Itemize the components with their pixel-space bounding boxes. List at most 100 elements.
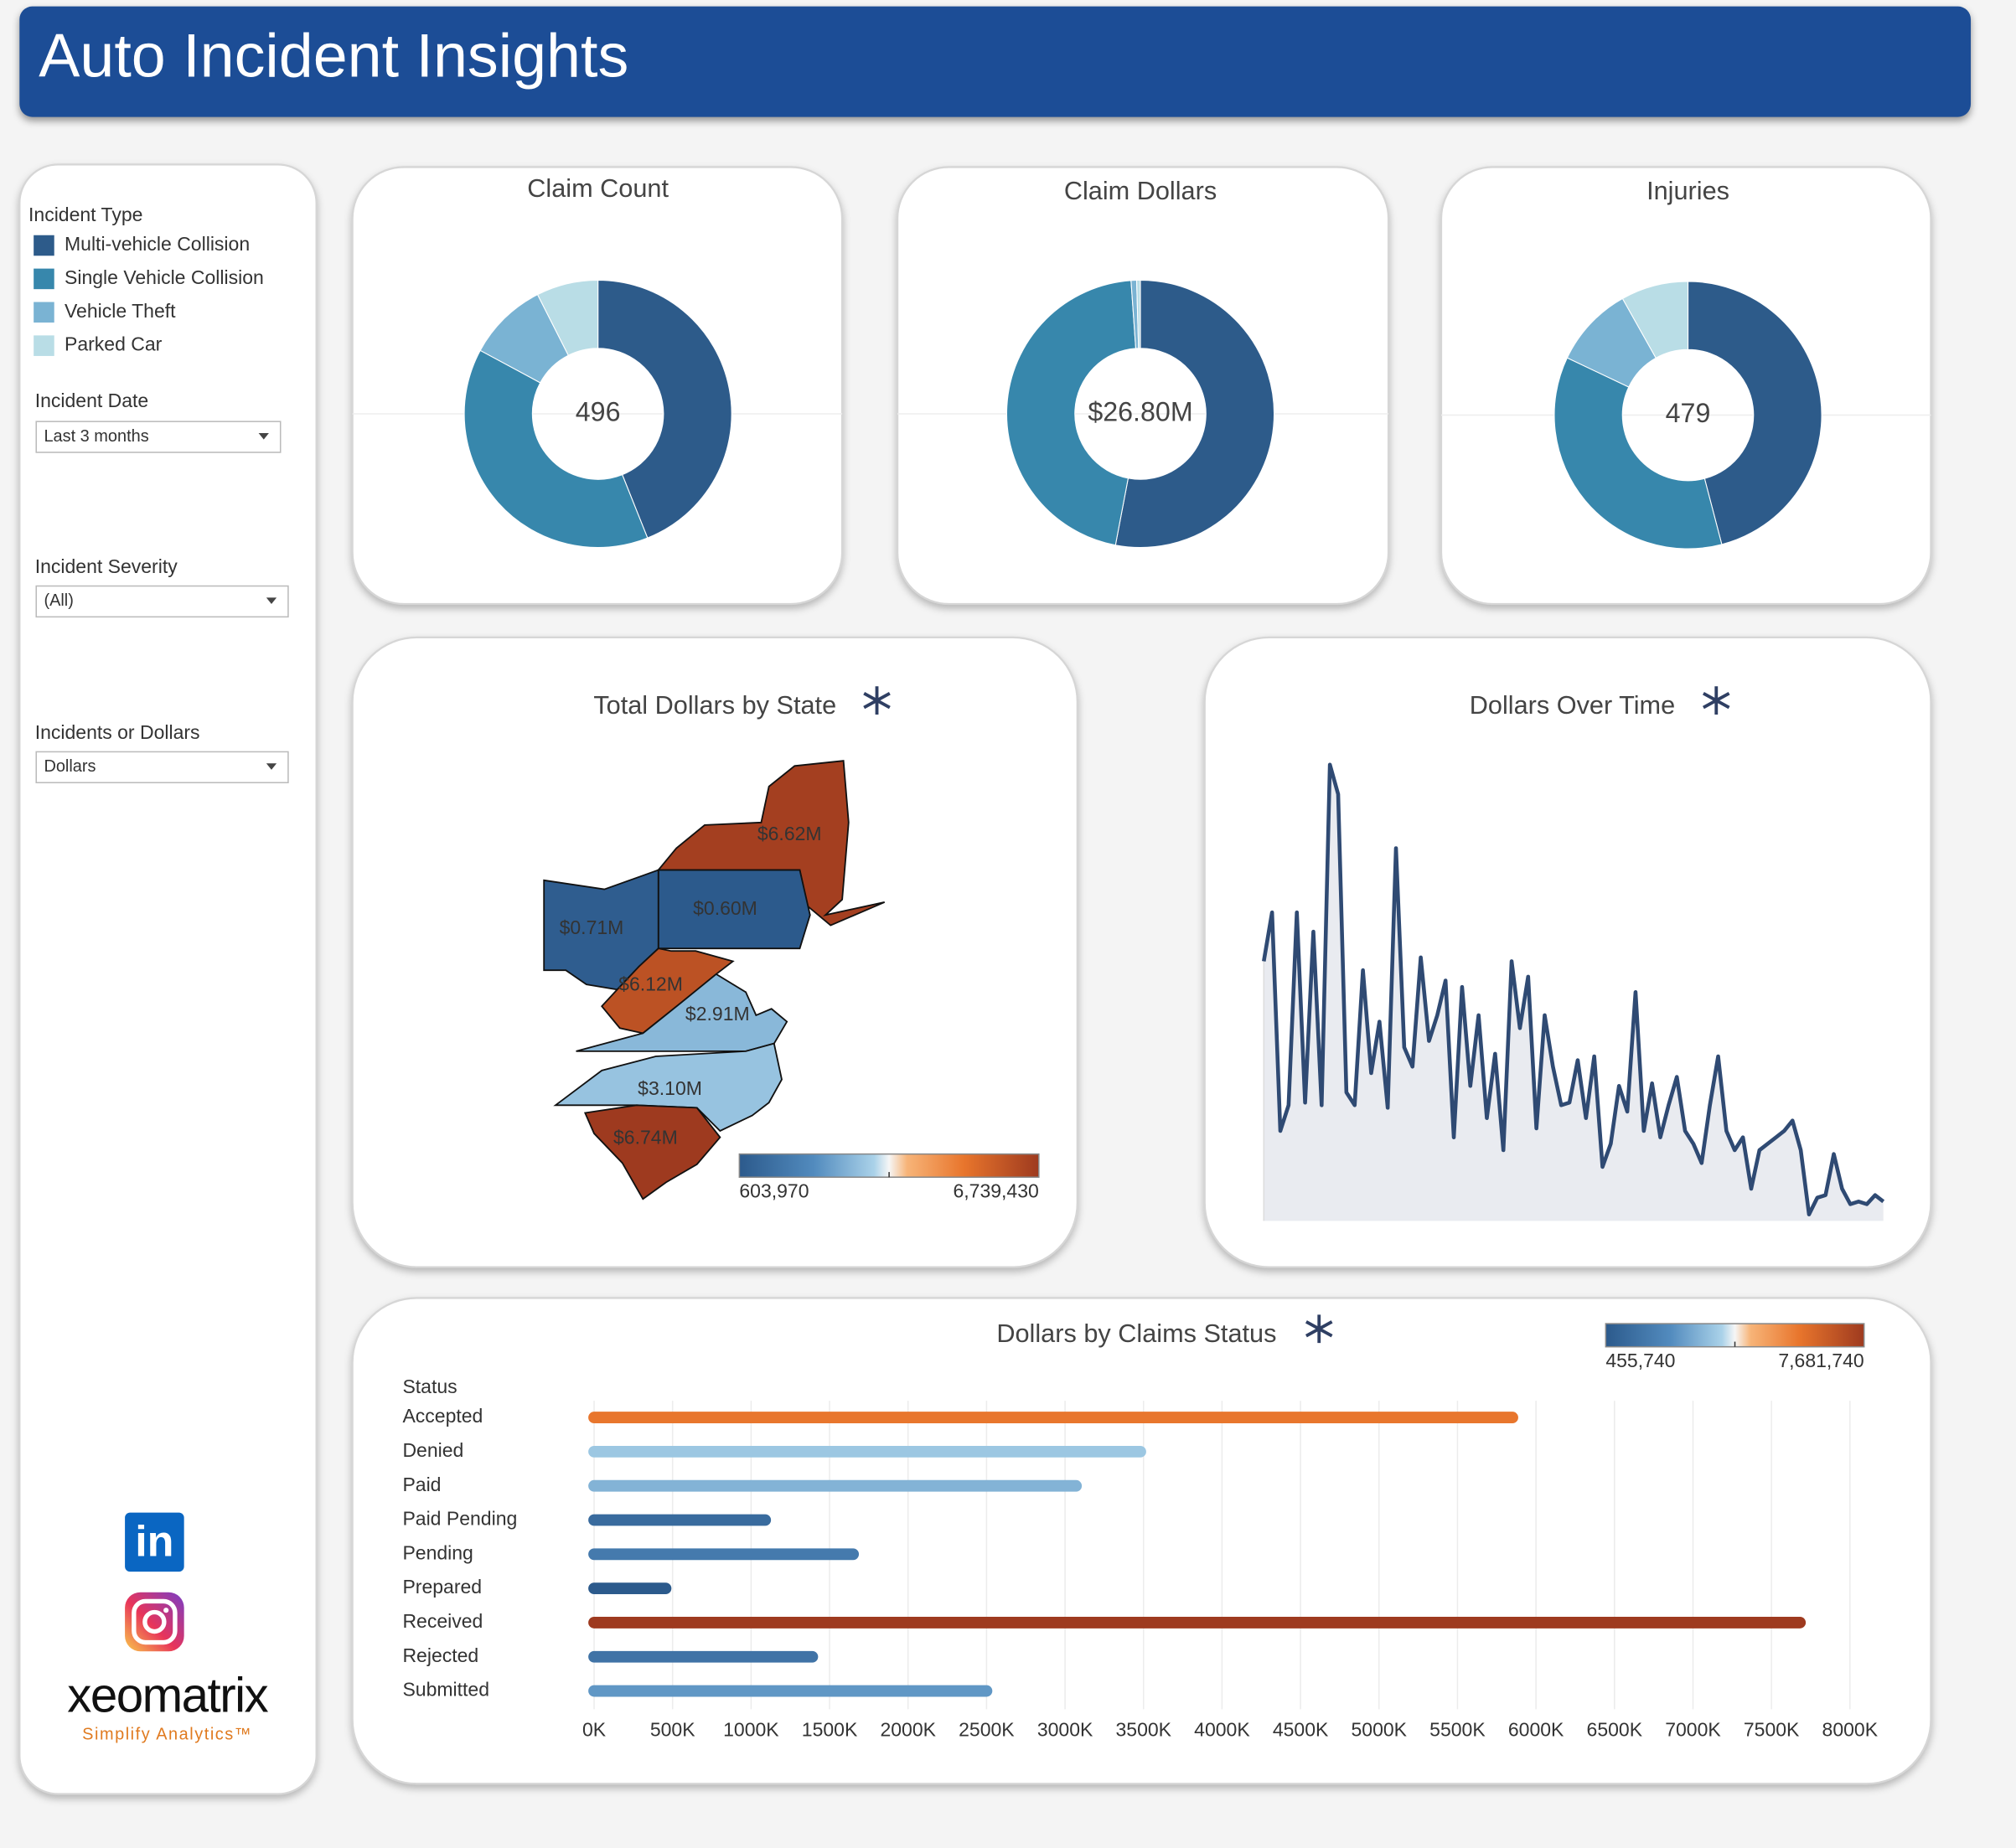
legend-label: Multi-vehicle Collision: [65, 233, 250, 255]
dropdown[interactable]: [35, 585, 289, 618]
x-tick-label: 5500K: [1429, 1718, 1486, 1740]
panel: [351, 1297, 1932, 1785]
y-tick-label: Rejected: [402, 1644, 478, 1666]
linkedin-text[interactable]: in: [135, 1518, 173, 1567]
instagram-glyph: [163, 1608, 169, 1613]
dropdown-arrow: [266, 597, 277, 605]
panel: [1440, 166, 1932, 606]
chart-title: Total Dollars by State: [593, 690, 836, 720]
panel: [351, 166, 844, 606]
x-tick-label: 2500K: [959, 1718, 1015, 1740]
donut-slice: [1135, 279, 1141, 349]
x-tick-label: 500K: [650, 1718, 695, 1740]
color-legend-max: 7,681,740: [1778, 1350, 1864, 1371]
donut-slice: [597, 279, 732, 539]
x-tick-label: 4000K: [1194, 1718, 1250, 1740]
filter-label: Incident Date: [35, 390, 149, 411]
y-tick-label: Accepted: [402, 1405, 483, 1427]
x-tick-label: 3500K: [1115, 1718, 1171, 1740]
donut-slice: [1621, 281, 1689, 359]
y-tick-label: Denied: [402, 1439, 463, 1461]
sidebar-panel: [18, 163, 318, 1795]
filter-label: Incidents or Dollars: [35, 721, 200, 743]
donut-slice: [1114, 279, 1275, 549]
dropdown-value: Last 3 months: [44, 427, 148, 446]
chart-title: Claim Count: [527, 173, 669, 203]
header-title: Auto Incident Insights: [39, 21, 628, 90]
panel: [351, 636, 1078, 1268]
donut-chart: Claim Dollars $26.80M: [897, 176, 1389, 549]
x-tick-label: 7500K: [1744, 1718, 1800, 1740]
y-tick-label: Received: [402, 1610, 483, 1632]
brand: xeomatrix: [67, 1668, 268, 1722]
tagline: Simplify Analytics™: [82, 1725, 252, 1743]
x-tick-label: 4500K: [1273, 1718, 1329, 1740]
donut-chart: Claim Count 496: [352, 173, 843, 549]
chart-title: Injuries: [1646, 176, 1729, 205]
x-tick-label: 5000K: [1352, 1718, 1408, 1740]
panel: [896, 166, 1390, 606]
state-label: $0.71M: [560, 916, 624, 938]
y-tick-label: Submitted: [402, 1679, 489, 1701]
header-bar: [19, 6, 1972, 117]
donut-slice: [1005, 280, 1137, 546]
y-tick-label: Prepared: [402, 1576, 482, 1598]
color-legend-min: 455,740: [1605, 1350, 1675, 1371]
star-icon: [863, 686, 891, 715]
x-tick-label: 3000K: [1037, 1718, 1093, 1740]
legend-swatch: [34, 235, 54, 256]
dropdown-arrow: [266, 763, 277, 770]
x-tick-label: 0K: [582, 1718, 607, 1740]
x-tick-label: 6500K: [1587, 1718, 1643, 1740]
state-region: [583, 1104, 721, 1200]
donut-slice: [1687, 281, 1822, 545]
state-label: $6.12M: [618, 973, 683, 995]
y-tick-label: Paid Pending: [402, 1508, 517, 1530]
dropdown-value: Dollars: [44, 757, 96, 776]
legend-title: Incident Type: [28, 204, 142, 225]
donut-slice: [1553, 357, 1723, 550]
linkedin-icon[interactable]: [125, 1512, 184, 1572]
map-chart: Total Dollars by State $6.62M $0.60M $0.71M…: [543, 690, 1040, 1202]
instagram-icon[interactable]: [125, 1592, 184, 1652]
legend-label: Single Vehicle Collision: [65, 266, 264, 288]
x-tick-label: 6000K: [1508, 1718, 1564, 1740]
legend-label: Vehicle Theft: [65, 300, 176, 322]
state-label: $0.60M: [693, 897, 757, 919]
chart-title: Claim Dollars: [1064, 176, 1217, 205]
y-tick-label: Paid: [402, 1474, 441, 1495]
dropdown[interactable]: [35, 421, 282, 453]
x-tick-label: 1000K: [723, 1718, 779, 1740]
filter-label: Incident Severity: [35, 555, 178, 577]
legend-label: Parked Car: [65, 333, 163, 355]
legend-swatch: [34, 335, 54, 356]
state-label: $2.91M: [685, 1003, 750, 1025]
dropdown[interactable]: [35, 751, 289, 784]
color-legend: [1605, 1323, 1865, 1348]
line-chart: Dollars Over Time: [1262, 690, 1885, 1221]
charts: Claim Count 496 Claim Dollars $26.80M Injuri…: [352, 173, 1931, 1740]
legend-swatch: [34, 302, 54, 323]
x-tick-label: 7000K: [1665, 1718, 1721, 1740]
state-label: $6.62M: [757, 823, 822, 844]
star-icon: [1305, 1314, 1333, 1344]
donut-center-label: 496: [576, 396, 621, 426]
legend: Multi-vehicle Collision Single Vehicle Co…: [34, 233, 264, 356]
x-tick-label: 2000K: [880, 1718, 936, 1740]
line: [1262, 762, 1885, 1217]
chart-title: Dollars Over Time: [1470, 690, 1675, 720]
instagram-glyph: [132, 1598, 178, 1645]
bar-chart: Dollars by Claims Status Status 0K 500K 1000…: [402, 1319, 1878, 1740]
donut-center-label: $26.80M: [1088, 396, 1192, 426]
donut-slice: [536, 279, 599, 356]
state-label: $6.74M: [613, 1126, 678, 1148]
y-tick-label: Pending: [402, 1541, 473, 1563]
color-legend-max: 6,739,430: [953, 1180, 1038, 1202]
donut-chart: Injuries 479: [1440, 176, 1931, 550]
chart-title: Dollars by Claims Status: [996, 1319, 1276, 1348]
donut-slice: [463, 349, 649, 549]
x-tick-label: 1500K: [802, 1718, 858, 1740]
instagram-glyph: [142, 1609, 167, 1634]
